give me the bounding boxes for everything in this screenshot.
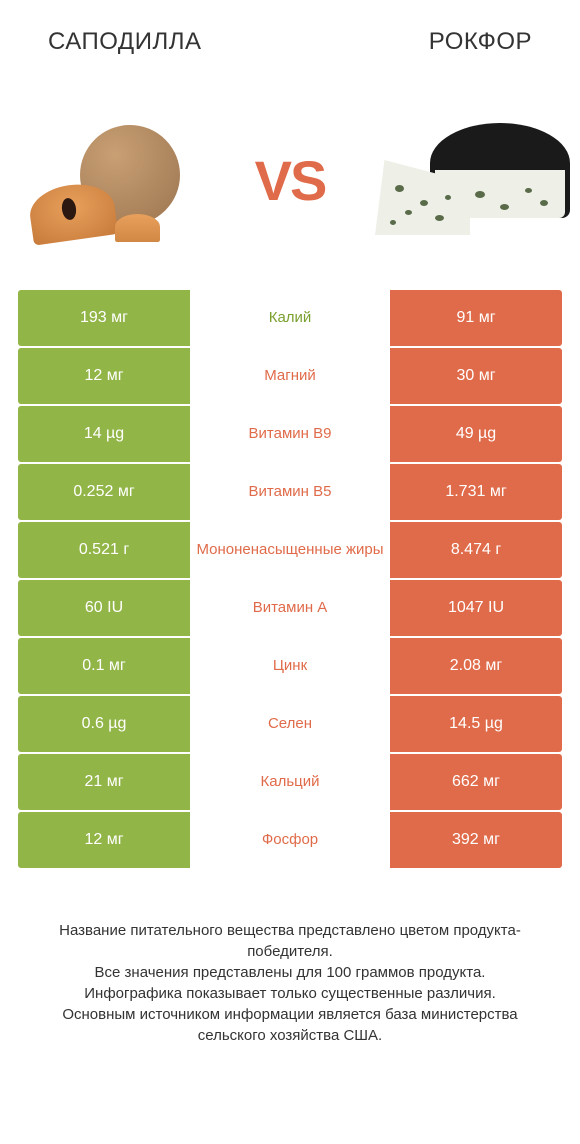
right-product-image xyxy=(370,110,570,250)
left-value: 60 IU xyxy=(18,580,190,636)
footnote-line: Основным источником информации является … xyxy=(62,1006,517,1044)
left-product-image xyxy=(10,110,210,250)
left-value: 12 мг xyxy=(18,812,190,868)
table-row: 60 IUВитамин A1047 IU xyxy=(18,580,562,636)
footnote-line: Инфографика показывает только существенн… xyxy=(84,985,496,1002)
table-row: 12 мгФосфор392 мг xyxy=(18,812,562,868)
nutrient-name: Витамин B9 xyxy=(190,406,390,462)
sapodilla-icon xyxy=(20,120,200,240)
nutrient-name: Цинк xyxy=(190,638,390,694)
left-product-title: САПОДИЛЛА xyxy=(48,28,201,56)
left-value: 0.6 µg xyxy=(18,696,190,752)
nutrient-name: Витамин B5 xyxy=(190,464,390,520)
table-row: 0.1 мгЦинк2.08 мг xyxy=(18,638,562,694)
comparison-table: 193 мгКалий91 мг12 мгМагний30 мг14 µgВит… xyxy=(0,290,580,868)
left-value: 0.252 мг xyxy=(18,464,190,520)
left-value: 193 мг xyxy=(18,290,190,346)
right-value: 91 мг xyxy=(390,290,562,346)
table-row: 193 мгКалий91 мг xyxy=(18,290,562,346)
left-value: 12 мг xyxy=(18,348,190,404)
table-row: 21 мгКальций662 мг xyxy=(18,754,562,810)
right-value: 1.731 мг xyxy=(390,464,562,520)
left-value: 0.521 г xyxy=(18,522,190,578)
left-value: 14 µg xyxy=(18,406,190,462)
table-row: 0.252 мгВитамин B51.731 мг xyxy=(18,464,562,520)
roquefort-icon xyxy=(370,115,570,245)
table-row: 14 µgВитамин B949 µg xyxy=(18,406,562,462)
right-value: 30 мг xyxy=(390,348,562,404)
right-value: 392 мг xyxy=(390,812,562,868)
right-value: 1047 IU xyxy=(390,580,562,636)
nutrient-name: Селен xyxy=(190,696,390,752)
right-product-title: РОКФОР xyxy=(429,28,532,56)
nutrient-name: Магний xyxy=(190,348,390,404)
right-value: 14.5 µg xyxy=(390,696,562,752)
nutrient-name: Витамин A xyxy=(190,580,390,636)
left-value: 0.1 мг xyxy=(18,638,190,694)
vs-label: VS xyxy=(255,148,326,213)
table-row: 12 мгМагний30 мг xyxy=(18,348,562,404)
right-value: 662 мг xyxy=(390,754,562,810)
right-value: 8.474 г xyxy=(390,522,562,578)
nutrient-name: Фосфор xyxy=(190,812,390,868)
left-value: 21 мг xyxy=(18,754,190,810)
table-row: 0.6 µgСелен14.5 µg xyxy=(18,696,562,752)
right-value: 49 µg xyxy=(390,406,562,462)
footnote: Название питательного вещества представл… xyxy=(0,870,580,1046)
nutrient-name: Мононенасыщенные жиры xyxy=(190,522,390,578)
nutrient-name: Калий xyxy=(190,290,390,346)
header: САПОДИЛЛА РОКФОР xyxy=(0,0,580,80)
nutrient-name: Кальций xyxy=(190,754,390,810)
right-value: 2.08 мг xyxy=(390,638,562,694)
footnote-line: Все значения представлены для 100 граммо… xyxy=(95,964,486,981)
vs-row: VS xyxy=(0,80,580,290)
table-row: 0.521 гМононенасыщенные жиры8.474 г xyxy=(18,522,562,578)
footnote-line: Название питательного вещества представл… xyxy=(59,922,521,960)
